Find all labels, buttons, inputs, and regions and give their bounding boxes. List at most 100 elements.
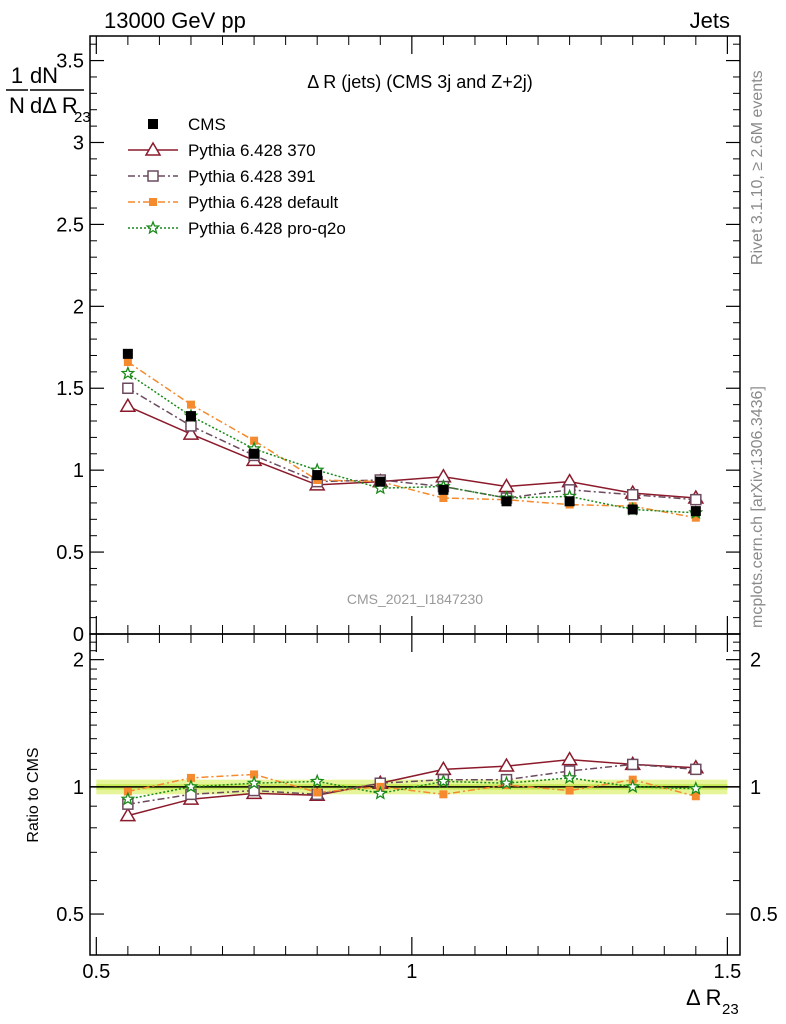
main-point-pythia-6-428-391	[185, 420, 197, 432]
main-point-pythia-6-428-default	[123, 358, 132, 367]
main-series-lines	[119, 348, 705, 522]
ratio-point-pythia-6-428-default	[439, 790, 448, 799]
ratio-point-pythia-6-428-default	[123, 787, 132, 796]
ratio-point-pythia-6-428-default	[691, 792, 700, 801]
ratio-point-pythia-6-428-default	[313, 788, 322, 797]
ratio-point-pythia-6-428-pro-q2o	[183, 779, 199, 794]
main-ytick-label: 0	[73, 624, 84, 646]
ylabel-dd: dΔ R	[30, 93, 78, 118]
main-line-pythia-6-428-370	[127, 405, 696, 499]
rivet-version-label: Rivet 3.1.10, ≥ 2.6M events	[749, 70, 766, 265]
main-ytick-label: 1.5	[56, 378, 84, 400]
legend-marker-cms	[148, 119, 158, 129]
main-ytick-label: 2.5	[56, 214, 84, 236]
main-point-pythia-6-428-391	[122, 382, 134, 394]
xtick-label: 0.5	[82, 961, 110, 983]
main-ylabel: 1 N dN dΔ R 23	[6, 63, 91, 126]
xtick-label: 1.5	[713, 961, 741, 983]
main-point-pythia-6-428-370	[182, 425, 200, 440]
ratio-point-pythia-6-428-default	[565, 786, 574, 795]
mcplots-label: mcplots.cern.ch [arXiv:1306.3436]	[749, 386, 766, 628]
header-right: Jets	[690, 8, 730, 33]
legend-label-pythia-6-428-391: Pythia 6.428 391	[188, 167, 316, 186]
main-point-cms	[312, 470, 323, 481]
ylabel-sub: 23	[74, 109, 91, 126]
legend-marker-pythia-6-428-pro-q2o	[145, 220, 161, 235]
legend-label-pythia-6-428-370: Pythia 6.428 370	[188, 141, 316, 160]
ratio-line-pythia-6-428-370	[127, 758, 696, 817]
ratio-frame	[89, 633, 741, 956]
main-point-cms	[249, 448, 260, 459]
ratio-ytick-label: 1	[73, 777, 84, 799]
legend-label-pythia-6-428-pro-q2o: Pythia 6.428 pro-q2o	[188, 219, 346, 238]
ratio-point-pythia-6-428-pro-q2o	[246, 775, 262, 790]
ratio-ytick-label-right: 0.5	[750, 904, 778, 926]
ratio-point-pythia-6-428-370	[435, 760, 452, 776]
ylabel-one: 1	[11, 63, 23, 88]
ratio-point-pythia-6-428-default	[250, 770, 259, 779]
main-point-pythia-6-428-default	[691, 513, 700, 522]
ratio-line-pythia-6-428-default	[127, 773, 696, 798]
legend-label-pythia-6-428-default: Pythia 6.428 default	[188, 193, 339, 212]
main-ytick-label: 2	[73, 296, 84, 318]
main-point-pythia-6-428-default	[439, 494, 448, 503]
main-point-cms	[438, 484, 449, 495]
ratio-point-pythia-6-428-pro-q2o	[625, 778, 641, 794]
main-point-cms	[375, 476, 386, 487]
main-point-cms	[627, 504, 638, 515]
main-point-cms	[501, 496, 512, 507]
main-point-pythia-6-428-pro-q2o	[120, 365, 136, 380]
ratio-line-pythia-6-428-pro-q2o	[127, 777, 696, 800]
main-ytick-label: 3	[73, 132, 84, 154]
ratio-line-pythia-6-428-391	[127, 763, 696, 805]
ratio-ytick-label: 0.5	[56, 904, 84, 926]
legend: CMS Pythia 6.428 370 Pythia 6.428 391 Pythi…	[128, 115, 346, 238]
ratio-point-pythia-6-428-370	[498, 757, 515, 772]
ratio-ytick-label-right: 2	[750, 650, 761, 672]
ratio-point-pythia-6-428-pro-q2o	[120, 791, 136, 806]
legend-marker-pythia-6-428-default	[149, 198, 157, 206]
legend-marker-pythia-6-428-391	[147, 170, 159, 182]
main-line-pythia-6-428-391	[127, 387, 696, 501]
ratio-series-lines	[90, 751, 740, 822]
ratio-ytick-label-right: 1	[750, 777, 761, 799]
xtick-label: 1	[406, 961, 417, 983]
ylabel-n: N	[9, 93, 25, 118]
main-point-cms	[690, 506, 701, 517]
main-point-pythia-6-428-default	[250, 436, 259, 445]
ratio-point-pythia-6-428-391	[626, 758, 639, 771]
main-point-cms	[185, 411, 196, 422]
main-ytick-label: 1	[73, 460, 84, 482]
main-ytick-label: 0.5	[56, 542, 84, 564]
ratio-ytick-label: 2	[73, 650, 84, 672]
main-line-pythia-6-428-default	[127, 361, 696, 519]
xlabel-main: Δ R	[686, 985, 721, 1010]
main-ytick-label: 3.5	[56, 51, 84, 73]
main-point-cms	[122, 348, 133, 359]
ratio-point-pythia-6-428-391	[690, 763, 702, 776]
legend-marker-pythia-6-428-370	[144, 141, 162, 156]
header-left: 13000 GeV pp	[104, 8, 246, 33]
ratio-ylabel: Ratio to CMS	[25, 747, 42, 842]
ratio-point-pythia-6-428-pro-q2o	[372, 785, 388, 800]
ratio-point-pythia-6-428-pro-q2o	[309, 773, 325, 788]
xlabel: Δ R 23	[686, 985, 739, 1018]
main-point-pythia-6-428-default	[186, 400, 195, 409]
axes: 0 0.5 1 1.5 2 2.5 3 3.5 0.5 0.5 1 1 2 2 0.5 1 1.5	[56, 35, 778, 983]
ratio-point-pythia-6-428-370	[119, 807, 137, 822]
ratio-point-pythia-6-428-pro-q2o	[499, 775, 514, 790]
ratio-point-pythia-6-428-pro-q2o	[688, 780, 704, 795]
main-point-pythia-6-428-391	[626, 488, 639, 501]
main-point-pythia-6-428-391	[690, 493, 702, 506]
analysis-watermark: CMS_2021_I1847230	[347, 591, 483, 607]
xlabel-sub: 23	[722, 1001, 739, 1018]
main-point-cms	[564, 496, 575, 507]
main-point-pythia-6-428-370	[119, 397, 137, 413]
ylabel-dn: dN	[30, 63, 58, 88]
ratio-point-pythia-6-428-pro-q2o	[436, 773, 451, 788]
ratio-point-pythia-6-428-pro-q2o	[562, 770, 577, 785]
ratio-point-pythia-6-428-370	[561, 751, 578, 766]
ratio-point-pythia-6-428-default	[186, 773, 195, 782]
legend-label-cms: CMS	[188, 115, 226, 134]
